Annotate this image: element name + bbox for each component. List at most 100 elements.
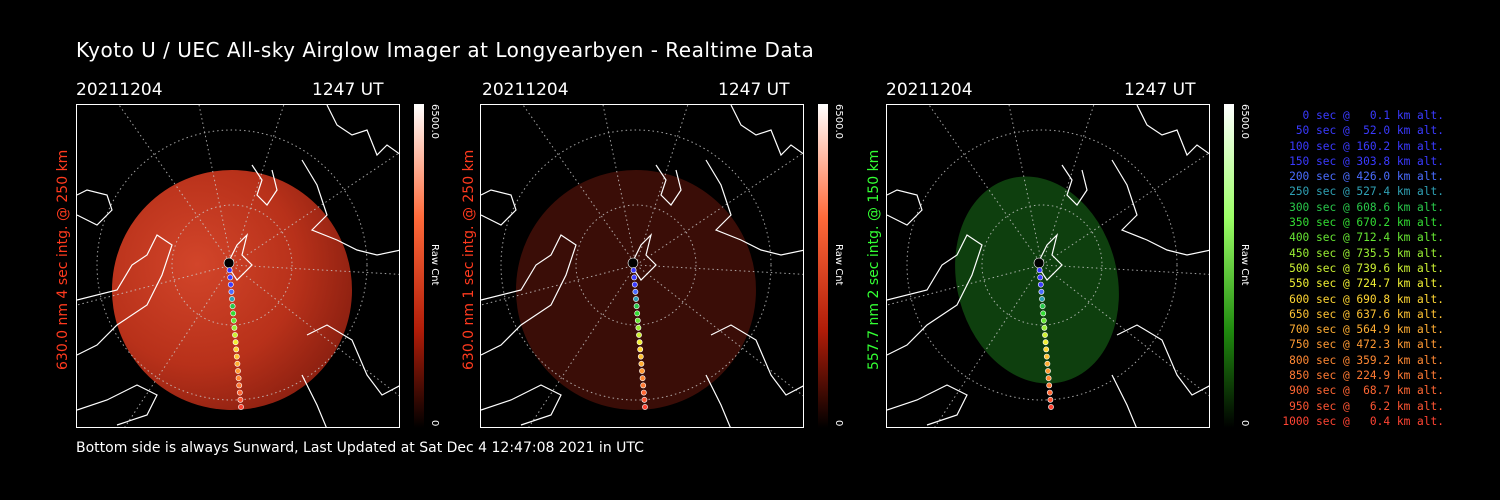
legend-row: 550 sec @ 724.7 km alt. [1289,277,1444,291]
trajectory-point [639,368,645,374]
trajectory-point [223,257,235,269]
panel-1-colorbar-unit: Raw Cnt [429,244,440,286]
page-title: Kyoto U / UEC All-sky Airglow Imager at … [76,38,815,62]
legend-row: 350 sec @ 670.2 km alt. [1289,216,1444,230]
trajectory [627,257,648,410]
panel-3-colorbar-max: 6500.0 [1239,104,1250,139]
coastline [77,105,399,427]
legend-row: 450 sec @ 735.5 km alt. [1289,246,1444,260]
coastline [887,105,1209,427]
trajectory-point [235,368,241,374]
trajectory-legend: 0 sec @ 0.1 km alt. 50 sec @ 52.0 km alt.… [1262,108,1444,429]
trajectory-point [1037,281,1044,288]
trajectory-point [226,267,233,274]
panel-1-map [77,105,399,427]
trajectory-point [1045,375,1052,382]
trajectory-point [228,288,235,295]
trajectory [223,257,244,410]
trajectory-point [235,375,242,382]
legend-row: 150 sec @ 303.8 km alt. [1289,154,1444,168]
trajectory-point [230,310,237,317]
trajectory-point [233,353,240,360]
trajectory-point [227,281,234,288]
trajectory-point [1042,339,1049,346]
trajectory-point [236,389,243,396]
legend-row: 750 sec @ 472.3 km alt. [1289,338,1444,352]
panel-1-time: 1247 UT [312,80,384,100]
panel-2-colorbar-max: 6500.0 [833,104,844,139]
trajectory [1033,257,1054,410]
trajectory-point [1044,360,1051,367]
panel-3-colorbar-unit: Raw Cnt [1239,244,1250,286]
legend-row: 600 sec @ 690.8 km alt. [1289,292,1444,306]
trajectory-point [1039,303,1046,310]
trajectory-point [1047,396,1054,403]
panel-3-allsky-image [886,104,1210,428]
trajectory-point [639,375,646,382]
panel-2-colorbar-unit: Raw Cnt [833,244,844,286]
trajectory-point [1039,296,1045,302]
legend-row: 800 sec @ 359.2 km alt. [1289,353,1444,367]
trajectory-point [1043,353,1050,360]
grid-lines [77,105,399,427]
legend-row: 900 sec @ 68.7 km alt. [1289,384,1444,398]
legend-row: 500 sec @ 739.6 km alt. [1289,261,1444,275]
panel-2-map [481,105,803,427]
trajectory-point [1048,404,1054,410]
trajectory-point [640,382,647,389]
trajectory-point [627,257,639,269]
trajectory-point [229,296,235,302]
legend-row: 950 sec @ 6.2 km alt. [1289,399,1444,413]
panel-1-colorbar-max: 6500.0 [429,104,440,139]
panel-1-colorbar [414,104,424,428]
legend-row: 700 sec @ 564.9 km alt. [1289,323,1444,337]
coastline [481,105,803,427]
trajectory-point [633,296,639,302]
legend-row: 0 sec @ 0.1 km alt. [1302,109,1444,122]
trajectory-point [632,288,639,295]
panel-1-wavelength-label: 630.0 nm 4 sec intg. @ 250 km [55,149,71,370]
trajectory-point [237,396,244,403]
panel-3-wavelength-label: 557.7 nm 2 sec intg. @ 150 km [866,149,882,370]
trajectory-point [635,324,642,331]
trajectory-point [640,389,647,396]
trajectory-point [634,317,641,324]
trajectory-point [1040,317,1047,324]
trajectory-point [234,360,241,367]
panel-3-colorbar-min: 0 [1239,420,1250,427]
trajectory-point [641,396,648,403]
trajectory-point [227,274,234,281]
legend-row: 650 sec @ 637.6 km alt. [1289,307,1444,321]
panel-1-date: 20211204 [76,80,163,100]
trajectory-point [1045,368,1051,374]
legend-row: 50 sec @ 52.0 km alt. [1295,124,1444,138]
trajectory-point [232,339,239,346]
trajectory-point [1046,389,1053,396]
trajectory-point [1043,346,1050,353]
footer-status: Bottom side is always Sunward, Last Upda… [76,440,644,456]
trajectory-point [1046,382,1053,389]
grid-lines [887,105,1209,427]
trajectory-point [637,346,644,353]
legend-row: 1000 sec @ 0.4 km alt. [1282,414,1444,428]
panel-2-colorbar [818,104,828,428]
legend-row: 400 sec @ 712.4 km alt. [1289,231,1444,245]
legend-row: 300 sec @ 608.6 km alt. [1289,200,1444,214]
panel-1-colorbar-min: 0 [429,420,440,427]
trajectory-point [631,281,638,288]
panel-2-colorbar-min: 0 [833,420,844,427]
panel-3-date: 20211204 [886,80,973,100]
trajectory-point [638,360,645,367]
trajectory-point [1038,288,1045,295]
panel-1-allsky-image [76,104,400,428]
panel-3-colorbar [1224,104,1234,428]
grid-lines [481,105,803,427]
trajectory-point [642,404,648,410]
airglow-disk [955,176,1119,384]
trajectory-point [637,353,644,360]
trajectory-point [1042,332,1048,338]
trajectory-point [636,332,642,338]
trajectory-point [1040,310,1047,317]
panel-2-allsky-image [480,104,804,428]
trajectory-point [630,267,637,274]
